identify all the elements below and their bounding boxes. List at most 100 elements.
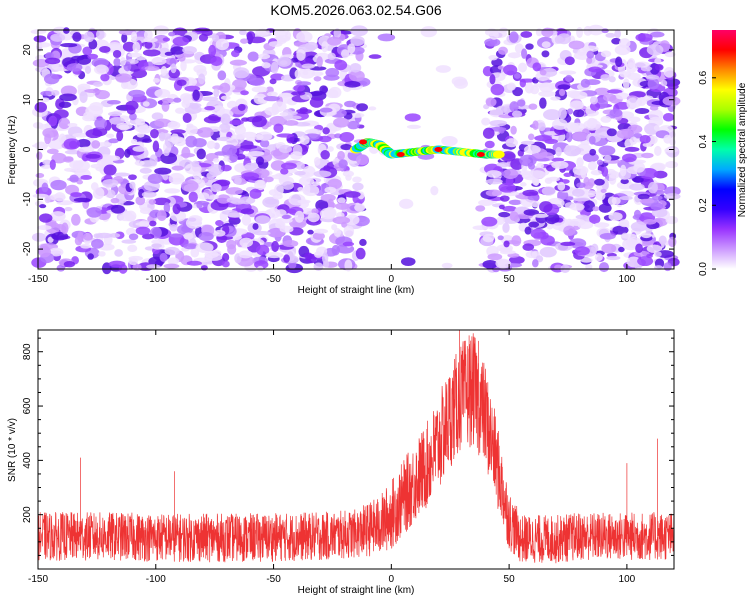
spectrogram-cell — [180, 180, 199, 192]
spectrogram-cell — [164, 51, 174, 56]
signal-peak — [396, 151, 405, 157]
spectrogram-cell — [106, 155, 121, 161]
x-tick-label: 0 — [389, 274, 395, 285]
spectrogram-cell — [63, 27, 70, 34]
spectrogram-cell — [76, 138, 91, 148]
spectrogram-cell — [541, 50, 550, 58]
spectrogram-cell — [488, 54, 498, 61]
spectrogram-cell — [136, 56, 147, 61]
spectrogram-cell — [528, 221, 540, 228]
spectrogram-cell — [420, 26, 437, 38]
spectrogram-cell — [299, 107, 308, 114]
spectrogram-cell — [301, 63, 316, 69]
spectrogram-cell — [196, 201, 203, 209]
spectrogram-cell — [219, 82, 231, 93]
spectrogram-cell — [333, 227, 342, 237]
spectrogram-cell — [132, 41, 141, 53]
spectrogram-cell — [67, 122, 78, 127]
spectrogram-cell — [128, 174, 137, 181]
spectrogram-cell — [38, 246, 51, 258]
spectrogram-cell — [563, 145, 582, 157]
spectrogram-cell — [213, 88, 220, 98]
spectrogram-cell — [320, 194, 336, 202]
spectrogram-cell — [128, 89, 146, 98]
spectrogram-cell — [161, 100, 170, 112]
spectrogram-cell — [127, 244, 138, 253]
spectrogram-cell — [662, 96, 681, 106]
spectrogram-cell — [352, 176, 362, 183]
spectrogram-cell — [642, 142, 652, 148]
spectrogram-cell — [319, 85, 329, 94]
spectrogram-cell — [347, 43, 356, 54]
spectrogram-cell — [154, 167, 172, 175]
spectrogram-cell — [533, 213, 549, 218]
spectrogram-cell — [551, 157, 565, 162]
spectrogram-cell — [313, 76, 322, 82]
spectrogram-cell — [636, 96, 647, 107]
spectrogram-cell — [127, 52, 143, 58]
spectrogram-cell — [169, 223, 178, 232]
spectrogram-cell — [171, 165, 184, 171]
spectrogram-cell — [313, 170, 332, 178]
spectrogram-cell — [35, 66, 48, 73]
spectrogram-cell — [216, 194, 231, 204]
spectrogram-cell — [533, 83, 550, 88]
spectrogram-cell — [72, 132, 90, 138]
spectrogram-cell — [667, 83, 679, 90]
spectrogram-cell — [71, 55, 85, 61]
spectrogram-cell — [583, 181, 594, 190]
snr-y-ticks: 200 400 600 800 — [22, 337, 674, 556]
spectrogram-cell — [589, 102, 601, 111]
spectrogram-cell — [482, 233, 495, 243]
spectrogram-cell — [204, 106, 216, 111]
spectrogram-cell — [596, 159, 604, 166]
x-tick-label: -150 — [28, 274, 48, 285]
spectrogram-cell — [142, 138, 152, 143]
spectrogram-cell — [345, 174, 352, 181]
spectrogram-cell — [539, 97, 547, 109]
snr-x-label: Height of straight line (km) — [298, 585, 415, 596]
spectrogram-cell — [51, 152, 67, 164]
spectrogram-cell — [110, 197, 120, 204]
spectrogram-cell — [263, 176, 274, 183]
colorbar-ticks: 0.0 0.2 0.4 0.6 — [698, 70, 716, 276]
spectrogram-cell — [298, 67, 316, 79]
spectrogram-cell — [38, 213, 53, 223]
spectrogram-cell — [607, 89, 623, 94]
spectrogram-cell — [35, 173, 45, 179]
spectrogram-cell — [83, 111, 94, 120]
spectrogram-cell — [482, 259, 498, 269]
spectrogram-cell — [654, 251, 662, 258]
spectrogram-cell — [634, 107, 650, 114]
spectrogram-cell — [521, 171, 531, 179]
spectrogram-cell — [589, 214, 601, 225]
spectrogram-cell — [522, 189, 539, 197]
spectrogram-cell — [255, 244, 270, 256]
spectrogram-cell — [83, 31, 95, 43]
spectrogram-cell — [335, 202, 350, 210]
spectrogram-cell — [614, 29, 622, 39]
spectrogram-cell — [255, 215, 271, 224]
spectrogram-cell — [146, 264, 161, 269]
spectrogram-cell — [114, 249, 123, 257]
spectrogram-cell — [544, 138, 559, 145]
spectrogram-cell — [161, 97, 175, 104]
spectrogram-cell — [639, 135, 651, 144]
spectrogram-cell — [581, 45, 599, 53]
spectrogram-cell — [605, 32, 616, 38]
spectrogram-cell — [525, 43, 534, 50]
spectrogram-cell — [241, 131, 257, 139]
spectrogram-cell — [569, 203, 585, 211]
spectrogram-cell — [485, 170, 502, 178]
spectrogram-cell — [649, 105, 659, 111]
spectrogram-cell — [311, 71, 324, 77]
spectrogram-cell — [489, 74, 496, 85]
spectrogram-cell — [170, 46, 185, 55]
spectrogram-cell — [377, 33, 396, 42]
spectrogram-cell — [275, 172, 292, 178]
spectrogram-cell — [639, 198, 655, 204]
spectrogram-cell — [40, 164, 52, 169]
spectrogram-cell — [498, 127, 505, 134]
spectrogram-cell — [288, 261, 297, 270]
spectrogram-cell — [594, 87, 610, 96]
